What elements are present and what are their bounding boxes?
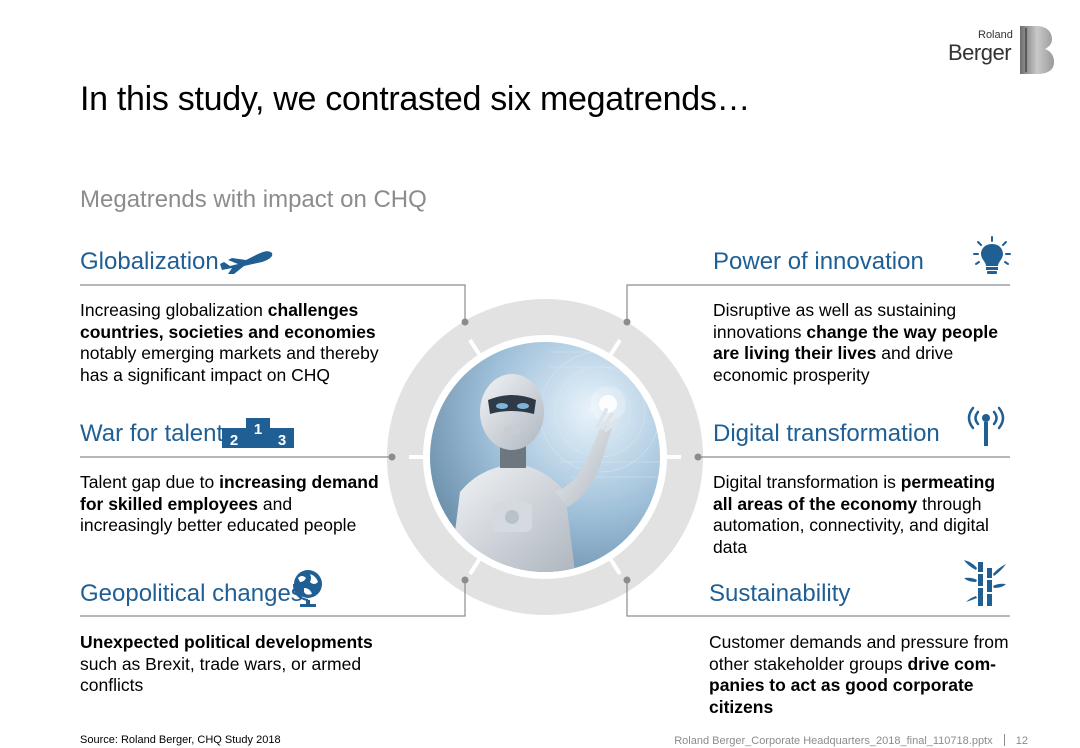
podium-second: 2: [230, 432, 238, 448]
trend-digital-text: Digital transformation is permeating all…: [713, 472, 1008, 558]
body-text: Talent gap due to: [80, 472, 220, 492]
logo-b-mark-icon: [1020, 26, 1054, 74]
footer-filename: Roland Berger_Corporate Headquarters_201…: [674, 734, 1028, 747]
emphasis-text: change the way people are living their l…: [713, 321, 998, 364]
trend-title: Power of innovation: [713, 248, 924, 275]
trend-war-for-talent-text: Talent gap due to increasing demand for …: [80, 472, 380, 537]
trend-sustainability: Sustainability: [709, 580, 1009, 608]
trend-geopolitical: Geopolitical changes: [80, 570, 460, 608]
emphasis-text: permeating all areas of the economy: [713, 472, 996, 514]
center-ring: [387, 299, 703, 615]
trend-digital: Digital transformation: [713, 420, 1013, 448]
body-text: through automation, connectivity, and di…: [713, 493, 989, 557]
section-subtitle: Megatrends with impact on CHQ: [80, 186, 427, 213]
trend-title: Globalization: [80, 248, 219, 275]
body-text: Customer demands and pressure from other…: [709, 632, 1009, 674]
body-text: and drive economic prosperity: [713, 343, 954, 385]
trend-title: Digital transformation: [713, 420, 940, 447]
globe-icon: [293, 570, 322, 607]
body-text: Disruptive as well as sustaining innovat…: [713, 300, 957, 342]
body-text: Increasing globalization: [80, 300, 268, 320]
logo-big-text: Berger: [948, 40, 1012, 65]
trend-innovation-text: Disruptive as well as sustaining innovat…: [713, 300, 1008, 386]
trend-globalization: Globalization: [80, 248, 460, 276]
trend-title: War for talent: [80, 420, 224, 447]
page-number: 12: [1015, 735, 1028, 747]
source-note: Source: Roland Berger, CHQ Study 2018: [80, 734, 281, 746]
brand-logo: Roland Berger: [944, 24, 1056, 76]
podium-icon: 2 1 3: [222, 418, 294, 448]
body-text: Digital transformation is: [713, 472, 901, 492]
podium-third: 3: [278, 432, 286, 448]
robot-image: [430, 342, 660, 572]
bamboo-icon: [964, 560, 1006, 606]
emphasis-text: increasing demand for skilled employees: [80, 472, 379, 514]
trend-geopolitical-text: Unexpected political developments such a…: [80, 632, 380, 697]
file-name: Roland Berger_Corporate Headquarters_201…: [674, 735, 993, 747]
body-text: notably emerging markets and thereby has…: [80, 343, 379, 385]
body-text: and increasingly better educated people: [80, 493, 357, 536]
trend-title: Geopolitical changes: [80, 580, 303, 607]
trend-innovation: Power of innovation: [713, 248, 1013, 276]
emphasis-text: challenges countries, societies and econ…: [80, 300, 376, 342]
footer-divider: [1003, 734, 1005, 746]
trend-globalization-text: Increasing globalization challenges coun…: [80, 300, 380, 386]
lightbulb-icon: [973, 236, 1011, 274]
podium-first: 1: [254, 421, 262, 438]
trend-war-for-talent: War for talent 2 1 3: [80, 418, 460, 448]
page-title: In this study, we contrasted six megatre…: [80, 80, 751, 118]
logo-small-text: Roland: [978, 29, 1013, 41]
emphasis-text: Unexpected political developments: [80, 632, 373, 652]
antenna-icon: [967, 406, 1005, 446]
emphasis-text: drive com-panies to act as good corporat…: [709, 653, 996, 717]
airplane-icon: [220, 251, 273, 274]
trend-sustainability-text: Customer demands and pressure from other…: [709, 632, 1009, 718]
body-text: such as Brexit, trade wars, or armed con…: [80, 653, 362, 696]
trend-title: Sustainability: [709, 580, 851, 607]
